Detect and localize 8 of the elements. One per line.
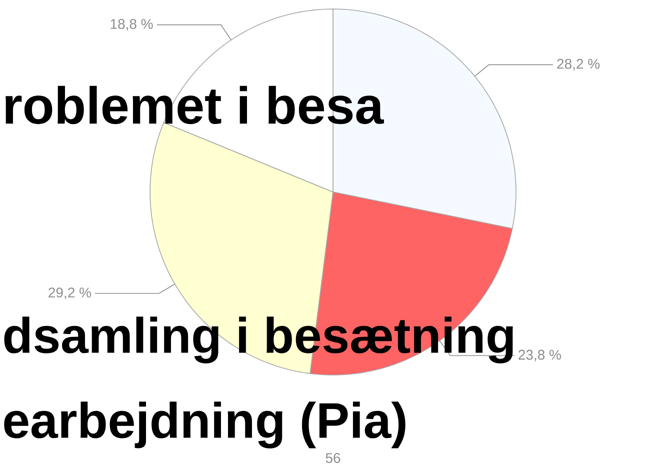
data-label: 18,8 % <box>110 19 153 31</box>
text: dsamling i besætning <box>4 316 513 364</box>
text: roblemet i besa <box>6 86 384 124</box>
data-label: 23,8 % <box>518 350 561 362</box>
text: 56 <box>326 453 340 463</box>
data-label: 28,2 % <box>557 58 600 70</box>
data-label: 29,2 % <box>48 288 92 300</box>
text: earbejdning (Pia) <box>4 402 406 448</box>
